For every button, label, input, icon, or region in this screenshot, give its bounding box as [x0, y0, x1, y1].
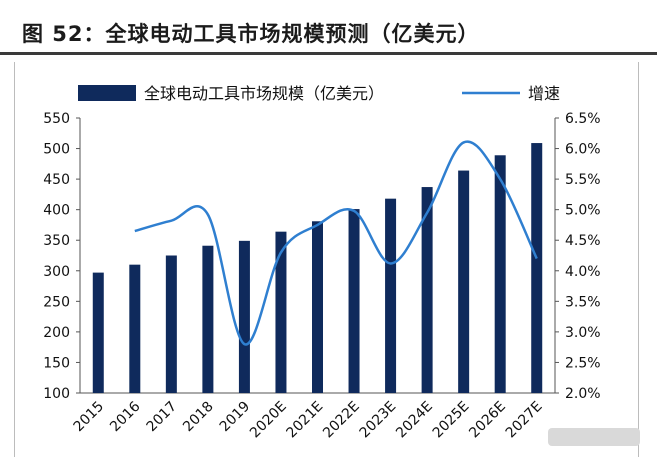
chart-title: 图 52：全球电动工具市场规模预测（亿美元） — [22, 22, 480, 46]
y-right-tick-label: 5.5% — [565, 172, 601, 188]
growth-line — [134, 140, 538, 346]
bar — [531, 143, 543, 393]
title-divider — [0, 52, 657, 55]
x-tick-label: 2026E — [466, 399, 509, 442]
y-right-tick-label: 4.0% — [565, 264, 601, 280]
bar — [312, 221, 323, 393]
y-right-tick-label: 6.0% — [565, 142, 601, 158]
legend-line-label: 增速 — [528, 84, 560, 103]
bar — [92, 272, 104, 393]
y-left-tick-label: 350 — [43, 233, 70, 249]
bar — [421, 187, 433, 393]
x-tick-label: 2022E — [320, 399, 363, 442]
chart-frame — [14, 62, 639, 457]
y-left-tick-label: 450 — [43, 172, 70, 188]
bar — [129, 264, 141, 393]
bar — [202, 245, 214, 393]
bar — [348, 209, 360, 393]
bar — [385, 198, 397, 393]
bar — [165, 255, 177, 393]
x-tick-label: 2020E — [247, 399, 290, 442]
y-left-tick-label: 500 — [43, 142, 70, 158]
y-left-tick-label: 200 — [43, 325, 70, 341]
x-tick-label: 2027E — [503, 399, 546, 442]
x-tick-label: 2017 — [144, 399, 181, 436]
bar — [238, 240, 250, 393]
y-right-tick-label: 4.5% — [565, 233, 601, 249]
y-left-tick-label: 250 — [43, 294, 70, 310]
x-tick-label: 2021E — [284, 399, 327, 442]
legend-bar-swatch — [78, 85, 136, 101]
x-tick-label: 2023E — [357, 399, 400, 442]
y-left-tick-label: 400 — [43, 203, 70, 219]
y-left-tick-label: 100 — [43, 386, 70, 402]
title-bar: 图 52：全球电动工具市场规模预测（亿美元） — [0, 0, 657, 62]
x-tick-label: 2016 — [107, 398, 144, 435]
y-right-tick-label: 2.0% — [565, 386, 601, 402]
y-right-tick-label: 6.5% — [565, 111, 601, 127]
y-left-tick-label: 300 — [43, 264, 70, 280]
y-right-tick-label: 2.5% — [565, 355, 601, 371]
bar — [494, 155, 506, 393]
y-right-tick-label: 3.0% — [565, 325, 601, 341]
watermark — [548, 428, 640, 446]
y-left-tick-label: 550 — [43, 111, 70, 127]
x-tick-label: 2025E — [430, 399, 473, 442]
x-tick-label: 2015 — [71, 399, 108, 436]
y-left-tick-label: 150 — [43, 355, 70, 371]
legend-bar-label: 全球电动工具市场规模（亿美元） — [144, 84, 384, 103]
y-right-tick-label: 5.0% — [565, 203, 601, 219]
y-right-tick-label: 3.5% — [565, 294, 601, 310]
bar — [458, 170, 470, 393]
x-tick-label: 2018 — [180, 399, 217, 436]
bar — [275, 231, 287, 393]
x-tick-label: 2024E — [393, 399, 436, 442]
